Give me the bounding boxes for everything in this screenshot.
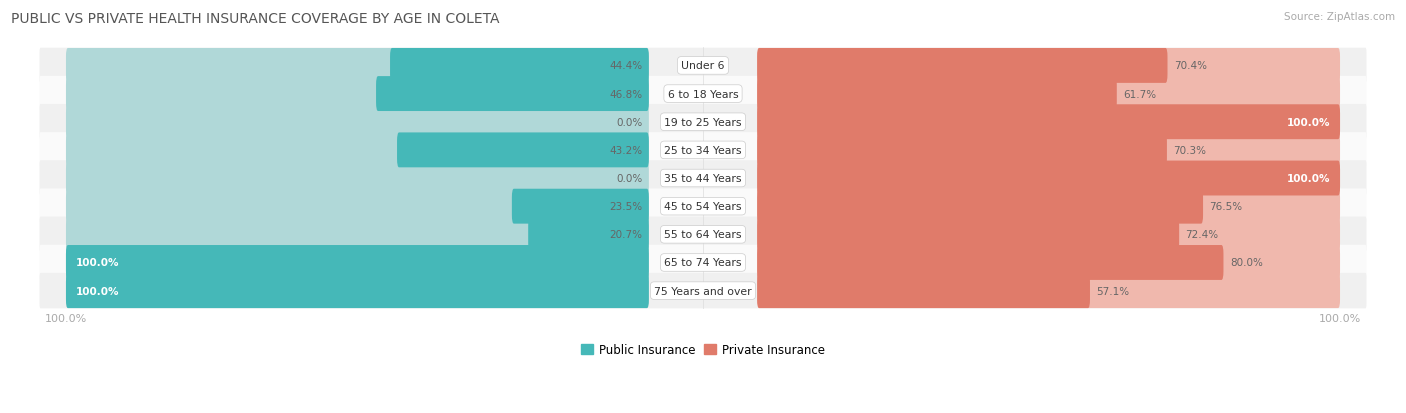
FancyBboxPatch shape xyxy=(758,133,1340,168)
FancyBboxPatch shape xyxy=(758,105,1340,140)
FancyBboxPatch shape xyxy=(39,189,1367,224)
Text: 70.3%: 70.3% xyxy=(1173,145,1206,156)
FancyBboxPatch shape xyxy=(39,49,1367,84)
FancyBboxPatch shape xyxy=(758,161,1340,196)
FancyBboxPatch shape xyxy=(758,105,1340,140)
Text: Under 6: Under 6 xyxy=(682,61,724,71)
FancyBboxPatch shape xyxy=(66,245,648,280)
FancyBboxPatch shape xyxy=(758,161,1340,196)
FancyBboxPatch shape xyxy=(66,273,648,309)
Text: 46.8%: 46.8% xyxy=(609,89,643,100)
FancyBboxPatch shape xyxy=(39,273,1367,309)
FancyBboxPatch shape xyxy=(39,161,1367,196)
FancyBboxPatch shape xyxy=(758,189,1204,224)
FancyBboxPatch shape xyxy=(758,217,1340,252)
Text: 35 to 44 Years: 35 to 44 Years xyxy=(664,173,742,184)
FancyBboxPatch shape xyxy=(66,77,648,112)
Text: 75 Years and over: 75 Years and over xyxy=(654,286,752,296)
FancyBboxPatch shape xyxy=(758,77,1340,112)
FancyBboxPatch shape xyxy=(66,245,648,280)
Text: 72.4%: 72.4% xyxy=(1185,230,1219,240)
Text: 100.0%: 100.0% xyxy=(76,286,120,296)
FancyBboxPatch shape xyxy=(758,273,1340,309)
Legend: Public Insurance, Private Insurance: Public Insurance, Private Insurance xyxy=(576,338,830,361)
Text: 44.4%: 44.4% xyxy=(609,61,643,71)
Text: 80.0%: 80.0% xyxy=(1230,258,1263,268)
FancyBboxPatch shape xyxy=(66,273,648,309)
Text: 100.0%: 100.0% xyxy=(1286,117,1330,128)
Text: 43.2%: 43.2% xyxy=(609,145,643,156)
Text: 70.4%: 70.4% xyxy=(1174,61,1206,71)
FancyBboxPatch shape xyxy=(39,217,1367,252)
FancyBboxPatch shape xyxy=(512,189,648,224)
FancyBboxPatch shape xyxy=(758,49,1340,84)
Text: 55 to 64 Years: 55 to 64 Years xyxy=(664,230,742,240)
Text: 0.0%: 0.0% xyxy=(616,117,643,128)
Text: 76.5%: 76.5% xyxy=(1209,202,1243,212)
Text: 100.0%: 100.0% xyxy=(76,258,120,268)
FancyBboxPatch shape xyxy=(758,133,1167,168)
Text: 25 to 34 Years: 25 to 34 Years xyxy=(664,145,742,156)
FancyBboxPatch shape xyxy=(66,161,648,196)
FancyBboxPatch shape xyxy=(758,245,1340,280)
FancyBboxPatch shape xyxy=(66,189,648,224)
Text: 23.5%: 23.5% xyxy=(609,202,643,212)
FancyBboxPatch shape xyxy=(389,49,648,84)
FancyBboxPatch shape xyxy=(758,49,1167,84)
FancyBboxPatch shape xyxy=(529,217,648,252)
FancyBboxPatch shape xyxy=(375,77,648,112)
FancyBboxPatch shape xyxy=(758,245,1223,280)
FancyBboxPatch shape xyxy=(758,77,1116,112)
Text: 20.7%: 20.7% xyxy=(609,230,643,240)
FancyBboxPatch shape xyxy=(396,133,648,168)
Text: 61.7%: 61.7% xyxy=(1123,89,1156,100)
FancyBboxPatch shape xyxy=(39,245,1367,280)
FancyBboxPatch shape xyxy=(66,133,648,168)
Text: 0.0%: 0.0% xyxy=(616,173,643,184)
Text: 45 to 54 Years: 45 to 54 Years xyxy=(664,202,742,212)
FancyBboxPatch shape xyxy=(758,189,1340,224)
FancyBboxPatch shape xyxy=(66,105,648,140)
Text: 6 to 18 Years: 6 to 18 Years xyxy=(668,89,738,100)
Text: Source: ZipAtlas.com: Source: ZipAtlas.com xyxy=(1284,12,1395,22)
Text: 19 to 25 Years: 19 to 25 Years xyxy=(664,117,742,128)
Text: PUBLIC VS PRIVATE HEALTH INSURANCE COVERAGE BY AGE IN COLETA: PUBLIC VS PRIVATE HEALTH INSURANCE COVER… xyxy=(11,12,499,26)
Text: 65 to 74 Years: 65 to 74 Years xyxy=(664,258,742,268)
Text: 100.0%: 100.0% xyxy=(1286,173,1330,184)
Text: 57.1%: 57.1% xyxy=(1097,286,1129,296)
FancyBboxPatch shape xyxy=(758,217,1180,252)
FancyBboxPatch shape xyxy=(39,133,1367,168)
FancyBboxPatch shape xyxy=(758,273,1090,309)
FancyBboxPatch shape xyxy=(39,77,1367,112)
FancyBboxPatch shape xyxy=(39,105,1367,140)
FancyBboxPatch shape xyxy=(66,217,648,252)
FancyBboxPatch shape xyxy=(66,49,648,84)
